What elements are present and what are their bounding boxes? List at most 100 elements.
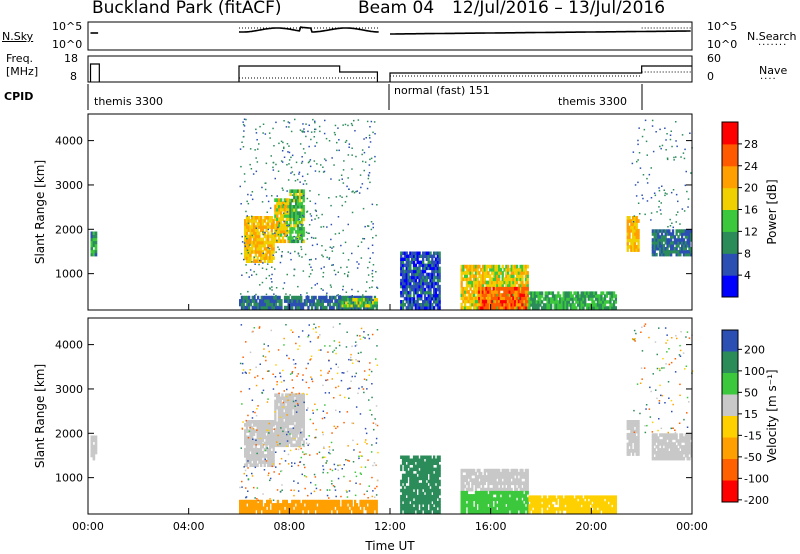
heatmap-cell bbox=[337, 127, 339, 129]
heatmap-cell bbox=[411, 504, 414, 508]
heatmap-cell bbox=[481, 484, 485, 489]
freq-label-line2: [MHz] bbox=[6, 65, 39, 78]
heatmap-cell bbox=[637, 159, 639, 161]
heatmap-cell bbox=[261, 186, 263, 189]
heatmap-cell bbox=[94, 240, 98, 245]
heatmap-cell bbox=[298, 189, 302, 193]
heatmap-cell bbox=[521, 293, 524, 297]
heatmap-cell bbox=[436, 306, 439, 310]
heatmap-cell bbox=[514, 286, 517, 291]
heatmap-cell bbox=[515, 293, 519, 297]
heatmap-cell bbox=[505, 286, 508, 291]
heatmap-cell bbox=[258, 438, 261, 443]
heatmap-cell bbox=[429, 479, 432, 484]
heatmap-cell bbox=[494, 471, 497, 476]
heatmap-cell bbox=[366, 120, 369, 123]
heatmap-cell bbox=[673, 156, 675, 159]
heatmap-cell bbox=[299, 421, 302, 426]
heatmap-cell bbox=[657, 448, 660, 452]
heatmap-cell bbox=[496, 471, 499, 476]
heatmap-cell bbox=[668, 232, 671, 236]
heatmap-cell bbox=[664, 433, 667, 437]
heatmap-cell bbox=[258, 250, 261, 254]
heatmap-cell bbox=[283, 503, 287, 507]
heatmap-cell bbox=[291, 208, 294, 212]
heatmap-cell bbox=[281, 204, 285, 209]
heatmap-cell bbox=[544, 297, 547, 301]
heatmap-cell bbox=[464, 293, 467, 297]
heatmap-cell bbox=[609, 507, 612, 511]
heatmap-cell bbox=[465, 481, 469, 486]
heatmap-cell bbox=[487, 468, 490, 473]
heatmap-cell bbox=[335, 196, 338, 198]
heatmap-cell bbox=[249, 247, 252, 251]
heatmap-cell bbox=[688, 436, 691, 440]
heatmap-cell bbox=[407, 290, 410, 295]
heatmap-cell bbox=[284, 440, 288, 444]
heatmap-cell bbox=[496, 481, 499, 486]
heatmap-cell bbox=[514, 280, 517, 285]
heatmap-cell bbox=[266, 299, 269, 303]
heatmap-cell bbox=[279, 399, 282, 404]
heatmap-cell bbox=[521, 299, 524, 304]
heatmap-cell bbox=[322, 271, 325, 274]
heatmap-cell bbox=[341, 499, 344, 504]
heatmap-cell bbox=[274, 415, 277, 419]
heatmap-cell bbox=[268, 234, 272, 239]
heatmap-cell bbox=[644, 119, 647, 122]
heatmap-cell bbox=[300, 418, 304, 422]
heatmap-cell bbox=[548, 510, 551, 514]
heatmap-cell bbox=[469, 286, 472, 291]
heatmap-cell bbox=[427, 254, 430, 258]
heatmap-cell bbox=[256, 438, 259, 443]
heatmap-cell bbox=[90, 447, 94, 452]
heatmap-cell bbox=[309, 273, 312, 275]
heatmap-cell bbox=[301, 499, 305, 504]
heatmap-cell bbox=[254, 240, 257, 245]
heatmap-cell bbox=[244, 219, 247, 223]
heatmap-cell bbox=[462, 468, 465, 473]
heatmap-cell bbox=[368, 499, 371, 504]
heatmap-cell bbox=[411, 287, 414, 292]
heatmap-cell bbox=[436, 269, 439, 274]
heatmap-cell bbox=[487, 274, 490, 278]
heatmap-cell bbox=[254, 454, 257, 458]
heatmap-cell bbox=[245, 444, 249, 449]
heatmap-cell bbox=[512, 490, 515, 495]
heatmap-cell bbox=[433, 260, 436, 265]
heatmap-cell bbox=[270, 240, 273, 245]
heatmap-cell bbox=[467, 468, 470, 473]
heatmap-cell bbox=[337, 477, 340, 480]
heatmap-cell bbox=[411, 306, 414, 310]
heatmap-cell bbox=[251, 295, 254, 300]
heatmap-cell bbox=[438, 300, 441, 304]
heatmap-cell bbox=[480, 471, 483, 476]
heatmap-cell bbox=[400, 303, 403, 307]
heatmap-cell bbox=[510, 299, 513, 304]
heatmap-cell bbox=[274, 232, 276, 234]
heatmap-cell bbox=[633, 432, 637, 437]
heatmap-cell bbox=[464, 286, 467, 291]
heatmap-cell bbox=[400, 260, 403, 265]
heatmap-cell bbox=[490, 305, 493, 310]
heatmap-cell bbox=[294, 302, 297, 307]
heatmap-cell bbox=[433, 510, 436, 514]
heatmap-cell bbox=[239, 506, 242, 511]
heatmap-cell bbox=[664, 235, 667, 239]
heatmap-cell bbox=[334, 233, 337, 235]
heatmap-cell bbox=[414, 491, 417, 496]
heatmap-cell bbox=[268, 429, 272, 433]
heatmap-cell bbox=[256, 441, 259, 446]
heatmap-cell bbox=[438, 275, 441, 280]
heatmap-cell bbox=[510, 277, 513, 282]
heatmap-cell bbox=[418, 497, 421, 502]
heatmap-cell bbox=[272, 460, 275, 464]
heatmap-cell bbox=[297, 443, 300, 448]
heatmap-cell bbox=[517, 484, 520, 489]
heatmap-cell bbox=[653, 436, 656, 440]
heatmap-cell bbox=[675, 193, 678, 196]
heatmap-cell bbox=[400, 504, 403, 508]
heatmap-cell bbox=[659, 252, 662, 257]
heatmap-cell bbox=[600, 495, 603, 499]
heatmap-cell bbox=[266, 429, 268, 431]
